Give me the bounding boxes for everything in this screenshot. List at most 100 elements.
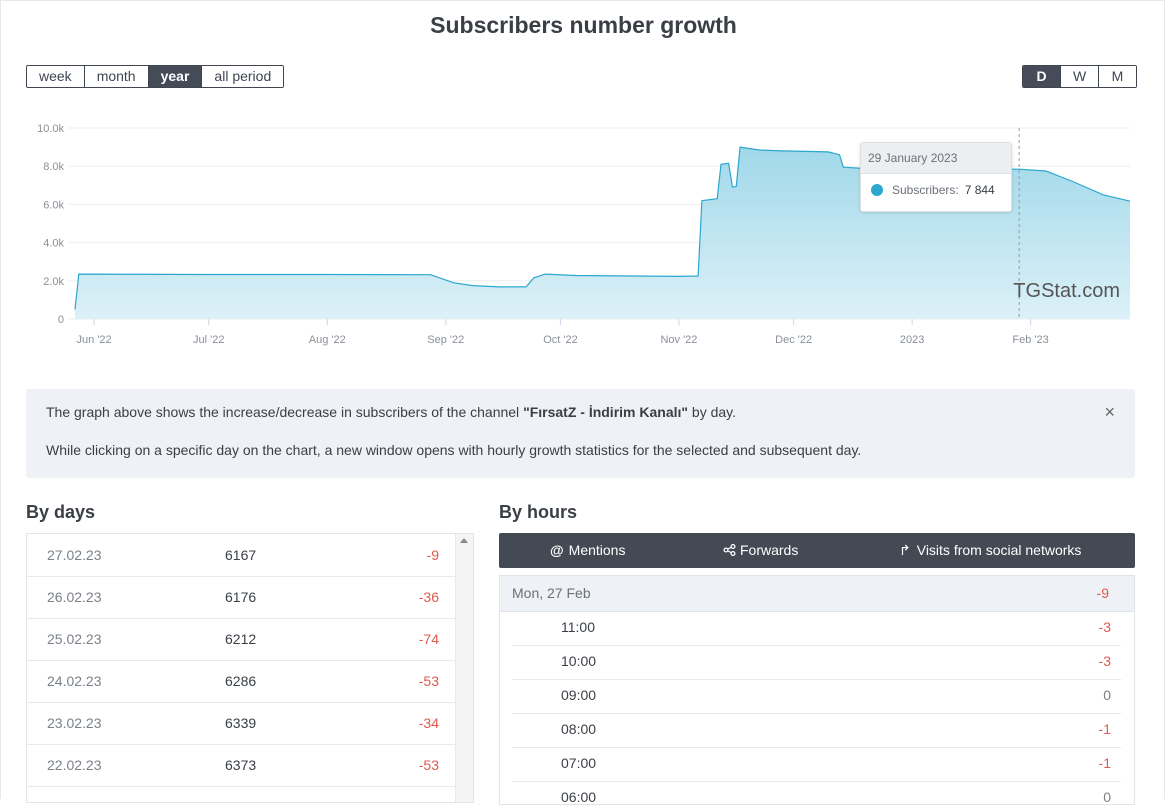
day-change: -34 — [418, 715, 439, 731]
hour-change: -3 — [1098, 619, 1111, 635]
redirect-icon: ↱ — [899, 542, 911, 558]
day-count: 6167 — [225, 547, 257, 563]
period-all-button[interactable]: all period — [202, 66, 284, 87]
x-tick-label: Dec '22 — [775, 334, 812, 346]
day-date: 24.02.23 — [47, 673, 102, 689]
by-hours-list[interactable]: Mon, 27 Feb -9 11:00 -3 10:00 -3 09:00 0… — [499, 575, 1135, 805]
watermark: TGStat.com — [1013, 280, 1120, 302]
day-count: 6373 — [225, 757, 257, 773]
y-tick-label: 4.0k — [43, 238, 64, 250]
info-text: The graph above shows the increase/decre… — [46, 404, 524, 420]
hour-row: 09:00 0 — [512, 679, 1121, 714]
hour-label: 10:00 — [561, 653, 597, 669]
period-month-button[interactable]: month — [84, 66, 149, 87]
hour-change: 0 — [1103, 687, 1111, 703]
x-tick-label: 2023 — [900, 334, 924, 346]
hour-row: 11:00 -3 — [512, 611, 1121, 646]
x-tick-label: Sep '22 — [427, 334, 464, 346]
y-tick-label: 10.0k — [37, 123, 64, 135]
period-year-button[interactable]: year — [148, 66, 203, 87]
share-icon — [723, 543, 736, 557]
y-tick-label: 0 — [58, 314, 64, 326]
day-count: 6286 — [225, 673, 257, 689]
hour-row: 06:00 0 — [512, 781, 1121, 805]
hour-row: 07:00 -1 — [512, 747, 1121, 782]
days-scrollbar[interactable] — [455, 534, 473, 802]
tab-forwards-label: Forwards — [740, 542, 799, 558]
day-count: 6212 — [225, 631, 257, 647]
hour-label: 07:00 — [561, 755, 597, 771]
tab-forwards[interactable]: Forwards — [723, 542, 798, 558]
tooltip-date: 29 January 2023 — [861, 143, 1011, 174]
x-tick-label: Nov '22 — [660, 334, 697, 346]
hour-label: 08:00 — [561, 721, 597, 737]
hour-row: 10:00 -3 — [512, 645, 1121, 680]
granularity-week-button[interactable]: W — [1061, 66, 1099, 87]
day-count: 6339 — [225, 715, 257, 731]
tab-mentions-label: Mentions — [568, 542, 626, 558]
tab-social-visits[interactable]: ↱ Visits from social networks — [899, 542, 1081, 559]
info-text-suffix: by day. — [688, 404, 737, 420]
y-tick-label: 8.0k — [43, 161, 64, 173]
day-row[interactable]: 23.02.23 6339 -34 — [27, 702, 457, 745]
day-row[interactable]: 22.02.23 6373 -53 — [27, 744, 457, 787]
channel-name: "FırsatZ - İndirim Kanalı" — [523, 404, 689, 420]
hour-label: 09:00 — [561, 687, 597, 703]
day-date: 22.02.23 — [47, 757, 102, 773]
day-change: -36 — [418, 589, 439, 605]
y-tick-label: 2.0k — [43, 276, 64, 288]
day-date: 23.02.23 — [47, 715, 102, 731]
x-tick-label: Jul '22 — [193, 334, 224, 346]
day-row[interactable]: 27.02.23 6167 -9 — [27, 534, 457, 577]
day-change: -74 — [418, 631, 439, 647]
day-date: 27.02.23 — [47, 547, 102, 563]
by-days-list[interactable]: 27.02.23 6167 -9 26.02.23 6176 -36 25.02… — [26, 533, 474, 803]
day-row[interactable]: 26.02.23 6176 -36 — [27, 576, 457, 619]
hours-day-label: Mon, 27 Feb — [512, 585, 591, 601]
chart-tooltip: 29 January 2023 Subscribers: 7 844 — [860, 142, 1012, 212]
hours-day-header: Mon, 27 Feb -9 — [500, 576, 1134, 612]
granularity-month-button[interactable]: M — [1099, 66, 1136, 87]
at-icon: @ — [550, 542, 564, 558]
hour-row: 08:00 -1 — [512, 713, 1121, 748]
day-row[interactable]: 24.02.23 6286 -53 — [27, 660, 457, 703]
info-line-1: The graph above shows the increase/decre… — [46, 404, 736, 420]
tab-social-visits-label: Visits from social networks — [916, 542, 1082, 558]
granularity-selector: D W M — [1022, 65, 1137, 88]
period-selector: week month year all period — [26, 65, 285, 88]
granularity-day-button[interactable]: D — [1023, 66, 1061, 87]
info-panel: The graph above shows the increase/decre… — [26, 389, 1135, 478]
close-icon[interactable]: × — [1104, 402, 1115, 422]
scroll-up-arrow-icon[interactable] — [460, 538, 468, 543]
period-week-button[interactable]: week — [27, 66, 85, 87]
day-count: 6176 — [225, 589, 257, 605]
x-tick-label: Aug '22 — [309, 334, 346, 346]
y-tick-label: 6.0k — [43, 199, 64, 211]
x-tick-label: Feb '23 — [1012, 334, 1048, 346]
hours-tabs-bar: @ Mentions Forwards ↱ Visits from social n… — [499, 533, 1135, 568]
day-date: 25.02.23 — [47, 631, 102, 647]
day-change: -53 — [418, 757, 439, 773]
by-hours-heading: By hours — [499, 502, 578, 522]
day-change: -9 — [426, 547, 439, 563]
hour-change: -3 — [1098, 653, 1111, 669]
page-title: Subscribers number growth — [430, 12, 737, 38]
tooltip-series-label: Subscribers: — [892, 183, 959, 197]
info-line-2: While clicking on a specific day on the … — [46, 442, 862, 458]
by-days-heading: By days — [26, 502, 96, 522]
day-date: 26.02.23 — [47, 589, 102, 605]
x-tick-label: Oct '22 — [543, 334, 578, 346]
day-row[interactable]: 25.02.23 6212 -74 — [27, 618, 457, 661]
hour-change: -1 — [1098, 721, 1111, 737]
tab-mentions[interactable]: @ Mentions — [550, 542, 625, 558]
series-dot-icon — [871, 184, 883, 196]
hour-change: 0 — [1103, 789, 1111, 805]
hour-change: -1 — [1098, 755, 1111, 771]
day-change: -53 — [418, 673, 439, 689]
hour-label: 11:00 — [561, 619, 595, 635]
hours-day-change: -9 — [1096, 585, 1109, 601]
tooltip-value: 7 844 — [964, 183, 995, 197]
hour-label: 06:00 — [561, 789, 597, 805]
x-tick-label: Jun '22 — [77, 334, 112, 346]
